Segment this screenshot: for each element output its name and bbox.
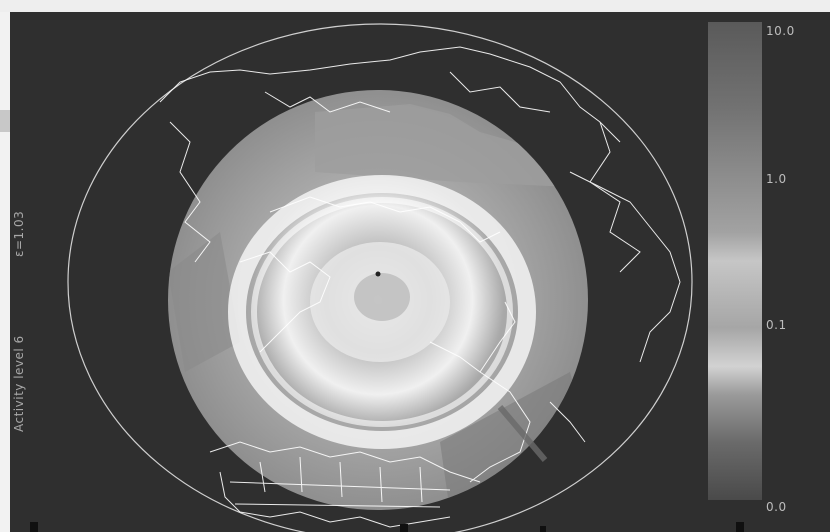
colorbar-tick-1: 1.0 <box>766 172 787 186</box>
auroral-oval-photo: Activity level 6 ε=1.03 <box>10 12 830 532</box>
coastlines <box>159 46 681 528</box>
colorbar-tick-max: 10.0 <box>766 24 795 38</box>
colorbar-tick-0-1: 0.1 <box>766 318 787 332</box>
left-margin <box>0 12 10 532</box>
horizon-ellipse <box>67 23 693 532</box>
top-margin <box>0 0 830 12</box>
parameter-label: ε=1.03 <box>12 210 26 257</box>
activity-level-label: Activity level 6 <box>12 335 26 432</box>
colorbar-tick-min: 0.0 <box>766 500 787 514</box>
polar-map <box>30 23 744 532</box>
colorbar <box>708 22 762 500</box>
bottom-marks <box>30 522 744 532</box>
